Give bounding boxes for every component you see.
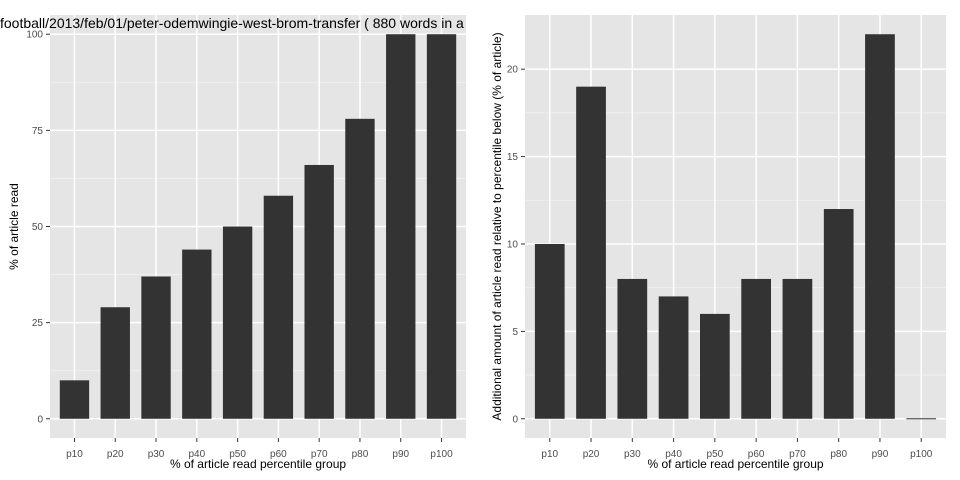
x-tick-label: p40 (188, 449, 205, 460)
x-tick-label: p50 (229, 449, 246, 460)
bar-p60 (741, 278, 771, 419)
bar-p100 (906, 418, 937, 420)
y-axis-label: % of article read (7, 183, 21, 270)
bar-p90 (865, 34, 895, 419)
x-tick-label: p80 (352, 449, 369, 460)
y-tick-label: 25 (32, 318, 44, 329)
bar-p50 (700, 313, 730, 419)
x-tick-label: p10 (541, 449, 558, 460)
bar-p10 (59, 380, 90, 419)
x-tick-label: p60 (748, 449, 765, 460)
x-tick-label: p100 (910, 449, 933, 460)
y-tick-label: 0 (512, 414, 518, 425)
bar-p100 (426, 34, 457, 419)
bar-p80 (345, 118, 375, 419)
x-tick-label: p20 (107, 449, 124, 460)
x-tick-label: p30 (148, 449, 165, 460)
chart-title: football/2013/feb/01/peter-odemwingie-we… (0, 15, 464, 31)
chart-panel-2: 0 5 10 15 20 p10 p20 p30 p40 p50 p60 p70 p80 p90 p100%… (490, 15, 946, 471)
x-axis-label: % of article read percentile group (647, 457, 823, 471)
x-tick-label: p90 (872, 449, 889, 460)
y-tick-label: 15 (507, 152, 519, 163)
bar-p30 (617, 278, 648, 419)
x-tick-label: p100 (430, 449, 453, 460)
bar-p70 (304, 164, 334, 419)
x-tick-label: p10 (66, 449, 83, 460)
y-tick-label: 0 (37, 414, 43, 425)
y-tick-label: 10 (507, 239, 519, 250)
bar-p20 (100, 307, 130, 419)
x-axis-label: % of article read percentile group (170, 457, 346, 471)
x-tick-label: p40 (665, 449, 682, 460)
bar-p50 (222, 226, 253, 419)
bar-p70 (782, 278, 813, 419)
x-tick-label: p70 (789, 449, 806, 460)
bar-p40 (658, 296, 689, 419)
bar-p30 (141, 276, 171, 419)
bar-p80 (823, 209, 854, 419)
y-tick-label: 20 (507, 65, 519, 76)
x-tick-label: p90 (392, 449, 409, 460)
bar-p10 (534, 243, 565, 419)
bar-p90 (386, 34, 416, 419)
x-tick-label: p70 (311, 449, 328, 460)
x-tick-label: p20 (583, 449, 600, 460)
bar-p20 (576, 86, 606, 419)
y-tick-label: 5 (512, 327, 518, 338)
y-axis-label: Additional amount of article read relati… (490, 32, 504, 420)
y-tick-label: 50 (32, 222, 44, 233)
bar-p60 (263, 195, 294, 419)
x-tick-label: p80 (830, 449, 847, 460)
chart-panel-1: 0 25 50 75 100 p10 p20 p30 p40 p50 p60 p70 p80 p90 p10… (0, 15, 466, 471)
y-tick-label: 75 (32, 126, 44, 137)
y-tick-label: 100 (26, 30, 43, 41)
x-tick-label: p30 (624, 449, 641, 460)
x-tick-label: p50 (707, 449, 724, 460)
bar-p40 (182, 249, 212, 419)
x-tick-label: p60 (270, 449, 287, 460)
